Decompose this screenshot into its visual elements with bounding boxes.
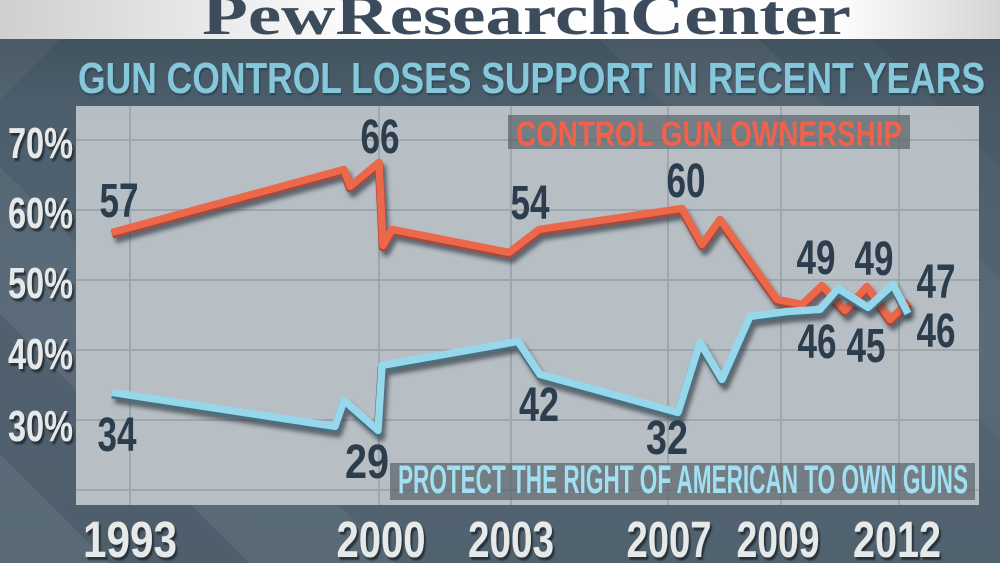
- svg-text:PewResearchCenter: PewResearchCenter: [202, 0, 851, 47]
- svg-text:46: 46: [917, 305, 956, 358]
- svg-text:60: 60: [667, 155, 706, 208]
- svg-text:34: 34: [98, 409, 137, 462]
- svg-text:42: 42: [519, 379, 559, 432]
- svg-text:57: 57: [100, 175, 139, 228]
- svg-text:40%: 40%: [8, 330, 73, 379]
- svg-text:54: 54: [511, 177, 550, 230]
- svg-text:2000: 2000: [337, 511, 426, 563]
- svg-text:45: 45: [847, 320, 886, 373]
- svg-text:2003: 2003: [468, 511, 554, 563]
- svg-text:2009: 2009: [737, 511, 820, 563]
- svg-text:2007: 2007: [627, 511, 712, 563]
- svg-text:47: 47: [917, 256, 956, 309]
- svg-text:2012: 2012: [853, 511, 941, 563]
- svg-text:60%: 60%: [8, 189, 73, 238]
- svg-text:46: 46: [798, 316, 837, 369]
- svg-text:1993: 1993: [83, 511, 177, 563]
- svg-text:66: 66: [361, 111, 400, 164]
- svg-text:CONTROL GUN OWNERSHIP: CONTROL GUN OWNERSHIP: [516, 115, 902, 154]
- svg-text:49: 49: [797, 232, 836, 285]
- svg-text:GUN CONTROL LOSES SUPPORT IN R: GUN CONTROL LOSES SUPPORT IN RECENT YEAR…: [78, 54, 985, 103]
- svg-text:30%: 30%: [8, 402, 73, 451]
- svg-text:49: 49: [855, 233, 894, 286]
- svg-text:32: 32: [646, 412, 688, 465]
- svg-text:29: 29: [345, 436, 389, 489]
- svg-text:PROTECT THE RIGHT OF AMERICAN: PROTECT THE RIGHT OF AMERICAN TO OWN GUN…: [398, 458, 968, 502]
- svg-text:70%: 70%: [8, 119, 73, 168]
- svg-text:50%: 50%: [8, 259, 73, 308]
